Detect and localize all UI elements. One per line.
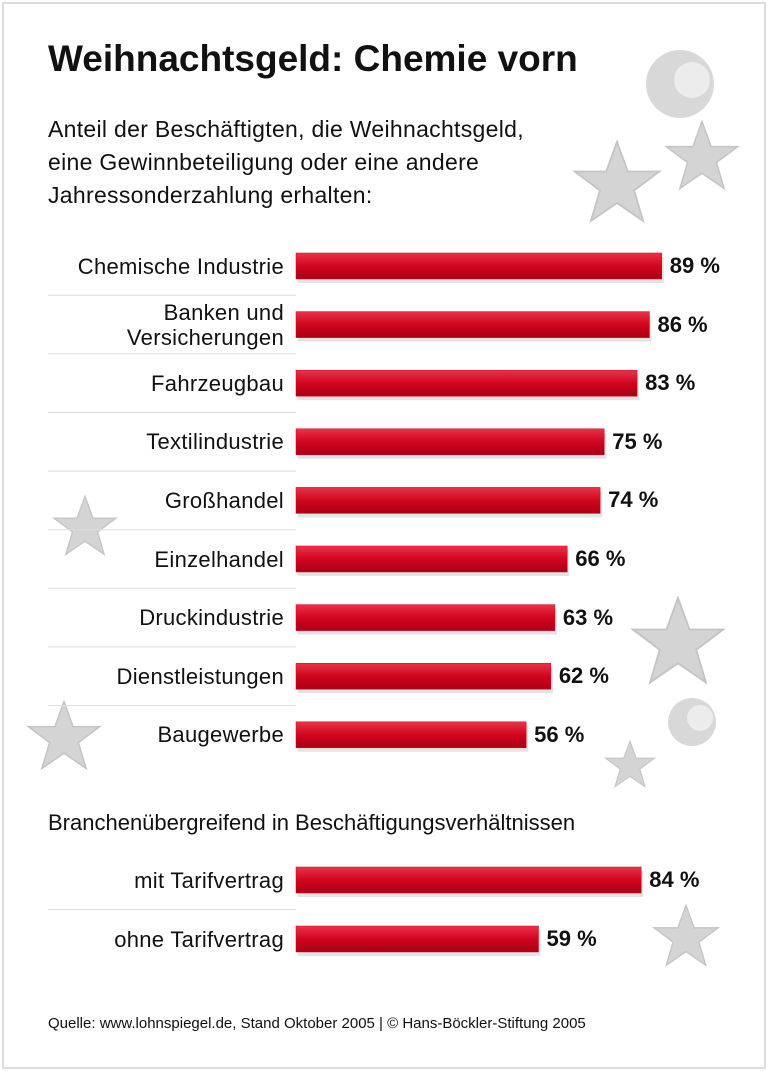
value-label: 56 % [534,721,585,747]
section-title: Branchenübergreifend in Beschäftigungsve… [48,810,576,835]
bar [295,428,605,456]
category-label: Banken und Versicherungen [126,299,284,350]
category-label: Dienstleistungen [116,663,284,689]
source: Quelle: www.lohnspiegel.de, Stand Oktobe… [48,1015,586,1032]
value-label: 66 % [575,546,626,571]
decoration [27,50,739,966]
value-label: 59 % [546,926,597,951]
bar [295,487,601,514]
category-label: Großhandel [164,487,284,513]
bar [295,369,638,397]
value-label: 83 % [645,370,696,396]
bar [295,925,539,953]
bar [295,545,568,573]
bar [295,311,650,338]
value-label: 62 % [558,663,609,689]
value-label: 63 % [562,604,614,630]
category-label: Baugewerbe [157,722,284,748]
bar [295,662,552,690]
value-label: 74 % [608,487,659,513]
category-label: ohne Tarifvertrag [114,926,284,952]
category-label: Einzelhandel [154,546,284,572]
bar [295,252,663,280]
chart-title: Weihnachtsgeld: Chemie vorn [48,38,578,79]
value-label: 75 % [612,428,663,454]
category-label: Chemische Industrie [77,253,284,279]
value-label: 84 % [649,867,700,892]
category-label: Fahrzeugbau [151,370,284,396]
bar [295,721,527,749]
category-label: Druckindustrie [139,605,284,631]
category-label: Textilindustrie [146,429,284,455]
bar [295,866,642,894]
chart-subtitle: Anteil der Beschäftigten, die Weihnachts… [48,116,524,208]
category-label: mit Tarifvertrag [134,867,284,893]
value-label: 86 % [657,311,708,337]
value-label: 89 % [669,253,720,278]
bar [295,604,556,631]
